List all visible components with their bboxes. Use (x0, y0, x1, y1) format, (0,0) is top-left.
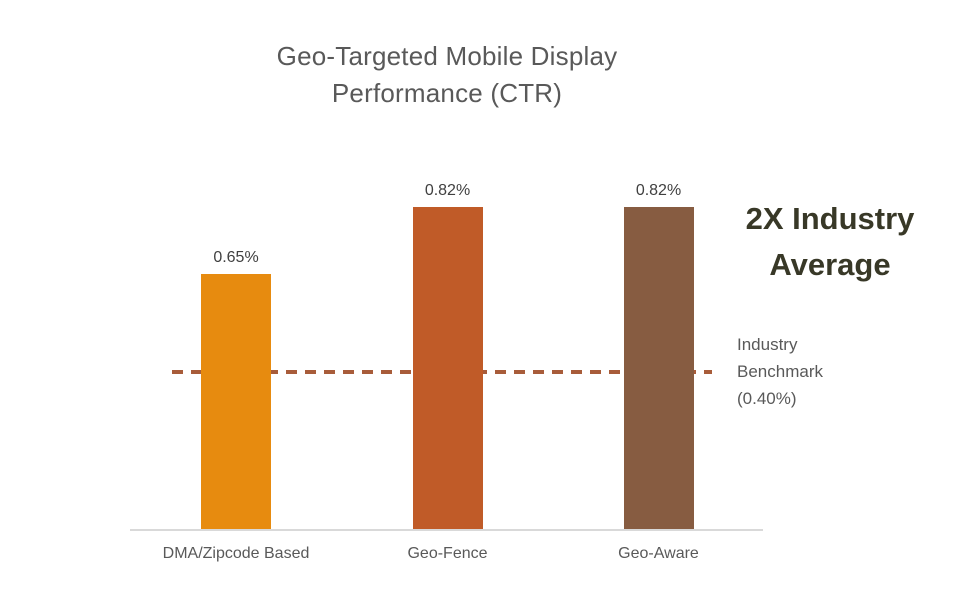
annotation-2x-industry-average: 2X Industry Average (710, 196, 950, 288)
bar-value-label-0: 0.65% (213, 249, 259, 266)
chart-title: Geo-Targeted Mobile Display Performance … (197, 38, 697, 112)
annotation-line1: 2X Industry (745, 201, 915, 236)
category-label-2: Geo-Aware (618, 545, 699, 562)
bar-0 (201, 274, 271, 529)
chart-title-line1: Geo-Targeted Mobile Display (276, 41, 618, 71)
benchmark-label-line3: (0.40%) (737, 389, 797, 408)
bar-1 (412, 207, 483, 529)
chart-title-line2: Performance (CTR) (331, 78, 563, 108)
benchmark-label-line2: Benchmark (737, 362, 823, 381)
bar-2 (623, 207, 694, 529)
benchmark-label-line1: Industry (737, 335, 798, 354)
x-axis-line (130, 529, 763, 531)
category-label-1: Geo-Fence (407, 545, 488, 562)
bar-value-label-1: 0.82% (424, 182, 471, 199)
category-label-0: DMA/Zipcode Based (162, 545, 310, 562)
annotation-line2: Average (769, 247, 891, 282)
benchmark-label: Industry Benchmark (0.40%) (737, 331, 823, 412)
bar-value-label-2: 0.82% (635, 182, 682, 199)
